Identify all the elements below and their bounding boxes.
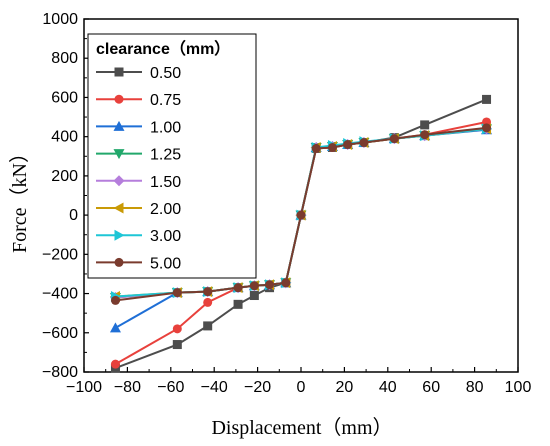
x-tick-label: 60 <box>422 379 440 396</box>
legend-entry: 2.00 <box>96 201 181 218</box>
legend-entry: 1.50 <box>96 174 181 191</box>
data-point <box>420 130 430 140</box>
y-tick-label: 0 <box>69 207 78 224</box>
series-layer <box>109 94 493 373</box>
data-point <box>343 140 353 150</box>
legend-swatch-marker <box>113 120 125 131</box>
x-tick-label: 80 <box>466 379 484 396</box>
legend-swatch-marker <box>114 229 125 241</box>
y-tick-label: 600 <box>51 89 78 106</box>
x-tick-label: −40 <box>201 379 228 396</box>
data-point <box>233 299 243 309</box>
data-point <box>172 288 182 298</box>
legend-label: 0.75 <box>150 92 181 109</box>
data-point <box>482 94 492 104</box>
data-point <box>359 138 369 148</box>
data-point <box>203 321 213 331</box>
legend-swatch-marker <box>114 94 124 104</box>
legend-label: 3.00 <box>150 228 181 245</box>
axes: −100 −80 −60 −40 −20 0 20 40 60 80 100−800−600−400… <box>42 11 531 396</box>
legend-label: 5.00 <box>150 255 181 272</box>
data-point <box>249 291 259 301</box>
legend-label: 1.50 <box>150 174 181 191</box>
data-point <box>110 359 120 369</box>
legend-swatch-marker <box>113 202 124 214</box>
legend-label: 2.00 <box>150 201 181 218</box>
legend-label: 1.00 <box>150 119 181 136</box>
legend-title: clearance（mm） <box>96 40 230 58</box>
legend-entry: 3.00 <box>96 228 181 245</box>
x-tick-label: −80 <box>114 379 141 396</box>
x-tick-label: 100 <box>505 379 532 396</box>
data-point <box>296 210 306 220</box>
data-point <box>233 283 243 293</box>
legend-entry: 1.00 <box>96 119 181 136</box>
data-point <box>110 295 120 305</box>
legend-entry: 0.50 <box>96 65 181 82</box>
legend-label: 1.25 <box>150 147 181 164</box>
y-tick-label: −200 <box>42 246 78 263</box>
data-point <box>482 123 492 133</box>
data-point <box>203 297 213 307</box>
data-point <box>281 278 291 288</box>
x-tick-label: −60 <box>157 379 184 396</box>
data-point <box>311 143 321 153</box>
data-point <box>265 280 275 290</box>
y-tick-label: 1000 <box>42 11 78 28</box>
y-tick-label: 400 <box>51 129 78 146</box>
legend-entry: 1.25 <box>96 147 181 164</box>
legend-swatch-marker <box>113 175 125 187</box>
data-point <box>109 322 121 333</box>
series-5.00 <box>110 123 492 305</box>
legend-entry: 0.75 <box>96 92 181 109</box>
y-tick-label: −800 <box>42 364 78 381</box>
y-tick-label: 200 <box>51 168 78 185</box>
data-point <box>249 281 259 291</box>
legend-label: 0.50 <box>150 65 181 82</box>
data-point <box>203 287 213 297</box>
x-tick-label: 40 <box>379 379 397 396</box>
data-point <box>420 120 430 130</box>
y-tick-label: 800 <box>51 50 78 67</box>
y-tick-label: −400 <box>42 286 78 303</box>
x-axis-title: Displacement（mm） <box>211 416 392 439</box>
data-point <box>327 142 337 152</box>
y-axis-title: Force（kN） <box>8 143 31 253</box>
x-tick-label: −100 <box>66 379 102 396</box>
data-point <box>172 340 182 350</box>
legend: clearance（mm） 0.50 0.75 1.00 1.25 1.50 2.00 3.… <box>87 33 257 279</box>
data-point <box>389 134 399 144</box>
legend-swatch-marker <box>114 257 124 267</box>
legend-swatch-marker <box>114 67 124 77</box>
x-tick-label: 20 <box>336 379 354 396</box>
x-tick-label: −20 <box>244 379 271 396</box>
data-point <box>172 324 182 334</box>
legend-swatch-marker <box>113 149 125 160</box>
y-tick-label: −600 <box>42 325 78 342</box>
legend-entry: 5.00 <box>96 255 181 272</box>
x-tick-label: 0 <box>297 379 306 396</box>
